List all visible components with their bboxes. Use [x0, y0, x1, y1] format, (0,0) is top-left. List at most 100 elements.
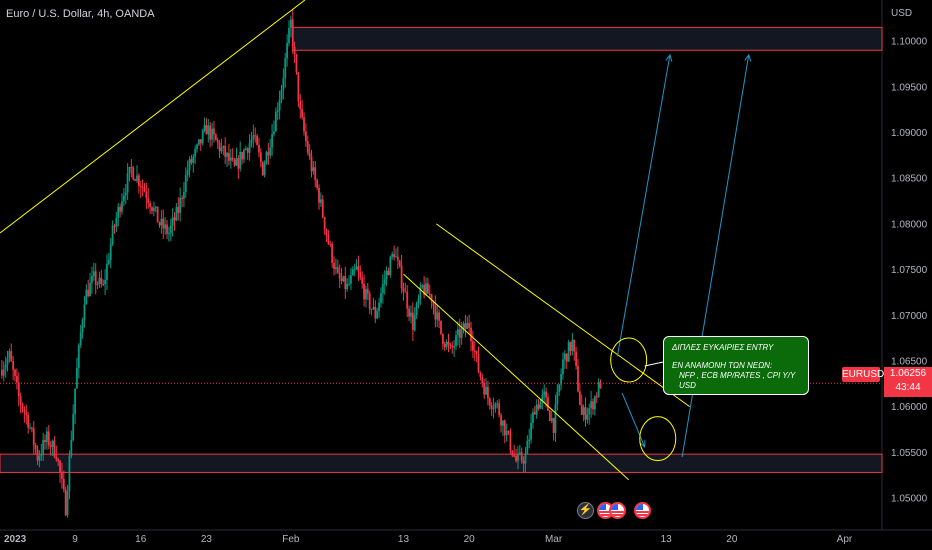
candle-body	[15, 375, 18, 383]
candle-body	[304, 131, 307, 142]
candle-body	[274, 111, 277, 132]
candle-body	[346, 284, 349, 290]
candle-body	[342, 276, 345, 282]
candle-body	[597, 382, 600, 397]
candle-body	[588, 408, 591, 415]
annotation-callout[interactable]: ΔΙΠΛΕΣ ΕΥΚΑΙΡΙΕΣ ENTRY ΕΝ ΑΝΑΜΟΝΗ ΤΩΝ ΝΕ…	[663, 336, 809, 395]
x-tick-label: 2023	[4, 534, 27, 545]
candle-body	[173, 217, 176, 221]
candle-body	[518, 452, 521, 454]
candle-body	[445, 341, 448, 348]
symbol-tag: EURUSD	[842, 367, 885, 382]
candle-body	[485, 387, 487, 395]
candle-body	[558, 384, 561, 393]
candle-body	[593, 396, 596, 410]
candle-body	[490, 405, 493, 409]
candle-body	[455, 335, 457, 347]
candle-body	[53, 440, 56, 457]
candle-body	[590, 401, 593, 409]
candle-body	[357, 266, 360, 272]
candle-body	[205, 125, 208, 135]
candle-body	[228, 153, 230, 161]
candle-body	[27, 414, 30, 428]
candle-body	[224, 145, 227, 157]
candle-body	[554, 404, 557, 434]
candle-body	[286, 43, 289, 59]
candle-body	[562, 359, 564, 375]
x-tick-label: Apr	[837, 534, 853, 545]
candle-body	[395, 256, 397, 258]
projection-arrow	[621, 392, 646, 448]
candle-body	[351, 269, 354, 276]
candle-body	[100, 277, 103, 285]
candle-body	[541, 394, 544, 401]
candle-body	[297, 72, 300, 101]
candle-body	[213, 128, 215, 135]
candle-body	[350, 275, 352, 284]
candle-body	[331, 243, 334, 264]
candle-body	[4, 364, 7, 370]
candle-body	[239, 152, 242, 169]
candle-body	[207, 125, 210, 135]
candle-body	[496, 403, 499, 405]
candle-body	[456, 329, 459, 336]
candle-body	[374, 306, 377, 319]
candle-body	[109, 244, 112, 260]
candle-body	[252, 135, 255, 140]
x-tick-label: 9	[72, 534, 78, 545]
candle-body	[400, 265, 403, 289]
candle-body	[335, 267, 337, 270]
candle-body	[393, 254, 395, 258]
candle-body	[209, 125, 212, 140]
candle-body	[77, 345, 80, 368]
candle-body	[169, 225, 172, 234]
candle-body	[381, 283, 384, 294]
candle-body	[402, 288, 405, 292]
candle-body	[380, 293, 382, 303]
candle-body	[258, 144, 260, 153]
arrow-head	[665, 53, 673, 62]
candle-body	[515, 455, 517, 462]
candle-body	[198, 139, 200, 145]
y-tick-label: 1.09500	[891, 82, 928, 93]
y-tick-label: 1.06500	[891, 356, 928, 367]
candle-body	[244, 148, 247, 150]
candle-body	[139, 186, 142, 188]
x-tick-label: 23	[201, 534, 213, 545]
lightning-icon[interactable]: ⚡	[577, 502, 594, 519]
candle-body	[385, 270, 388, 280]
candle-body	[46, 431, 48, 443]
candle-body	[91, 276, 93, 283]
candle-body	[263, 164, 266, 176]
candle-body	[458, 329, 461, 338]
candle-body	[96, 284, 99, 286]
candle-body	[119, 206, 122, 212]
candle-body	[310, 156, 313, 172]
candle-body	[130, 166, 133, 168]
candle-body	[462, 323, 465, 329]
candle-body	[368, 293, 371, 310]
us-flag-icon[interactable]	[634, 502, 651, 519]
us-flag-icon[interactable]	[609, 502, 626, 519]
candle-body	[464, 323, 467, 330]
candle-body	[560, 374, 563, 385]
candle-body	[218, 142, 221, 152]
candle-body	[47, 431, 50, 446]
candle-body	[44, 439, 46, 443]
candle-body	[128, 166, 131, 174]
candle-body	[507, 431, 510, 433]
candle-body	[137, 175, 140, 187]
x-tick-label: Mar	[545, 534, 563, 545]
highlight-circle	[639, 416, 677, 462]
candle-body	[340, 278, 343, 282]
y-tick-label: 1.07000	[891, 311, 928, 322]
candle-body	[76, 367, 78, 389]
candle-body	[509, 432, 512, 451]
candle-body	[29, 427, 31, 429]
y-tick-label: 1.05500	[891, 448, 928, 459]
candle-body	[494, 403, 497, 409]
candle-body	[267, 152, 270, 156]
candle-body	[177, 206, 180, 213]
candle-body	[226, 153, 228, 157]
